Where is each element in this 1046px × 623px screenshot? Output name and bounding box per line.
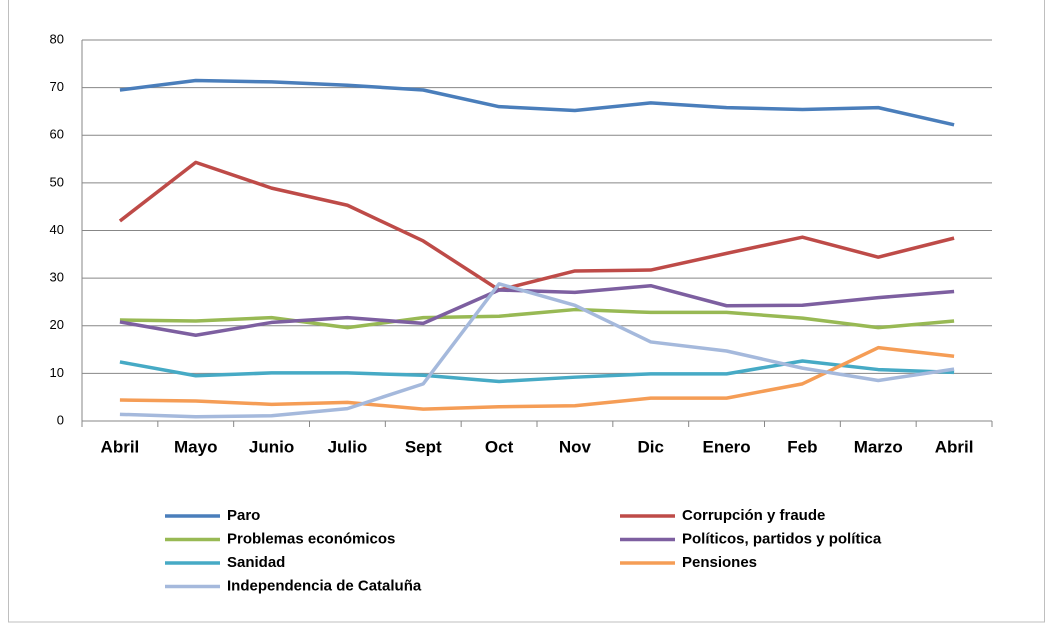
y-tick-label: 0 bbox=[57, 412, 64, 427]
legend-label: Paro bbox=[227, 507, 260, 524]
x-tick-label: Dic bbox=[638, 437, 664, 456]
x-tick-label: Nov bbox=[559, 437, 592, 456]
x-tick-label: Julio bbox=[328, 437, 368, 456]
x-tick-label: Mayo bbox=[174, 437, 217, 456]
series-line bbox=[119, 345, 955, 411]
series-line bbox=[119, 78, 955, 127]
y-tick-label: 50 bbox=[50, 174, 64, 189]
series-line bbox=[119, 307, 955, 330]
x-tick-label: Enero bbox=[702, 437, 750, 456]
series-line bbox=[119, 282, 955, 419]
series-line bbox=[118, 160, 955, 292]
x-tick-label: Oct bbox=[485, 437, 514, 456]
series-line bbox=[119, 359, 955, 384]
legend-label: Políticos, partidos y política bbox=[682, 530, 882, 547]
chart-frame bbox=[8, 0, 1045, 623]
y-tick-label: 30 bbox=[50, 270, 64, 285]
y-tick-label: 60 bbox=[50, 127, 64, 142]
legend-label: Sanidad bbox=[227, 554, 285, 571]
x-tick-label: Abril bbox=[101, 437, 140, 456]
legend-label: Independencia de Cataluña bbox=[227, 577, 422, 594]
y-tick-label: 20 bbox=[50, 317, 64, 332]
x-tick-label: Abril bbox=[935, 437, 974, 456]
x-tick-label: Marzo bbox=[854, 437, 903, 456]
legend-label: Problemas económicos bbox=[227, 530, 395, 547]
legend-label: Pensiones bbox=[682, 554, 757, 571]
x-tick-label: Feb bbox=[787, 437, 817, 456]
x-tick-label: Junio bbox=[249, 437, 294, 456]
y-tick-label: 40 bbox=[50, 222, 64, 237]
y-tick-label: 70 bbox=[50, 79, 64, 94]
x-tick-label: Sept bbox=[405, 437, 442, 456]
series-line bbox=[119, 283, 955, 338]
y-tick-label: 10 bbox=[50, 365, 64, 380]
legend-label: Corrupción y fraude bbox=[682, 507, 825, 524]
y-tick-label: 80 bbox=[50, 31, 64, 46]
